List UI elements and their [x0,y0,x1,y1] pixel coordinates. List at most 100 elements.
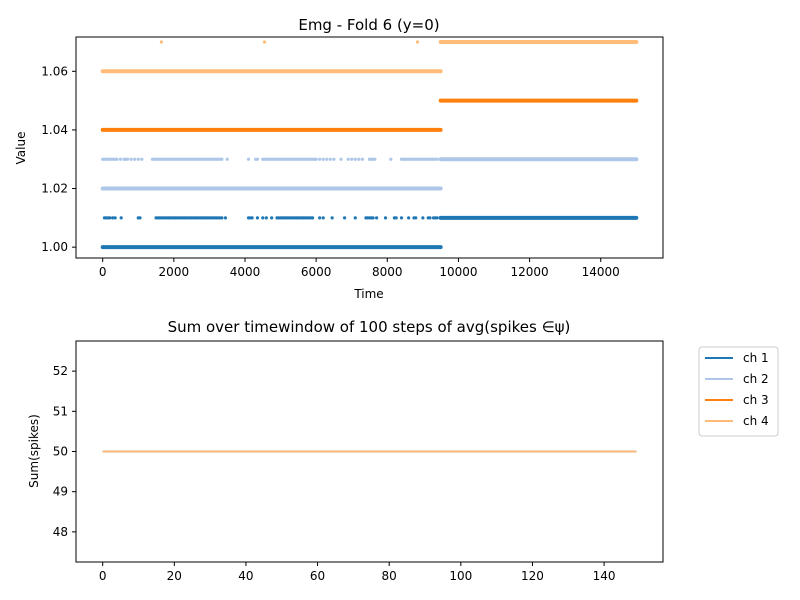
data-point [407,216,411,220]
data-point [371,216,375,220]
data-point [255,216,260,220]
data-point [350,157,354,161]
x-tick-label: 120 [521,569,544,583]
x-tick-label: 80 [382,569,397,583]
data-point [421,216,425,220]
data-point [353,157,357,161]
data-point [375,216,379,220]
data-point [119,216,123,220]
x-tick-label: 4000 [230,265,261,279]
data-point [325,157,329,161]
data-point [435,157,439,161]
data-point [108,216,112,220]
y-tick-label: 50 [53,445,68,459]
top-series-3 [100,98,639,132]
data-point [136,157,140,161]
data-point [328,157,332,161]
data-point [394,216,398,220]
data-point [346,157,350,161]
x-tick-label: 12000 [510,265,548,279]
x-tick-label: 100 [449,569,472,583]
data-point [339,157,343,161]
bottom-y-axis: 48 49 50 51 52 [53,364,76,539]
top-chart: Emg - Fold 6 (y=0) 0 2000 4000 6000 8000 1000… [14,16,664,301]
legend-label: ch 1 [743,351,769,365]
data-point [435,216,439,220]
data-point [138,216,142,220]
data-point [129,157,133,161]
data-point [415,40,420,44]
x-tick-label: 140 [593,569,616,583]
top-series-4 [100,39,639,74]
x-tick-label: 20 [167,569,182,583]
data-point [321,157,325,161]
data-point [125,157,130,161]
data-point [414,216,418,220]
data-point [360,157,364,161]
y-tick-label: 52 [53,364,68,378]
top-y-axis-label: Value [14,132,28,165]
data-point [270,216,274,220]
legend-label: ch 3 [743,393,769,407]
top-y-axis: 1.00 1.02 1.04 1.06 [41,64,76,254]
top-x-axis-label: Time [353,287,383,301]
data-point [399,216,404,220]
data-point [330,216,334,220]
bottom-chart-title: Sum over timewindow of 100 steps of avg(… [168,318,571,336]
data-point [262,40,267,44]
data-point [314,157,318,161]
x-tick-label: 8000 [372,265,403,279]
legend-label: ch 4 [743,414,769,428]
x-tick-label: 10000 [439,265,477,279]
data-point [353,216,357,220]
data-point [428,216,432,220]
data-point [115,157,119,161]
y-tick-label: 1.00 [41,240,68,254]
x-tick-label: 40 [238,569,253,583]
x-tick-label: 14000 [582,265,620,279]
data-point [159,40,163,44]
data-point [113,216,117,220]
data-point [389,157,393,161]
data-point [111,216,115,220]
top-chart-title: Emg - Fold 6 (y=0) [298,16,439,34]
data-point [261,216,265,220]
data-point [264,216,268,220]
data-point [342,216,347,220]
top-axes-frame [75,36,664,259]
y-tick-label: 1.02 [41,182,68,196]
data-point [140,157,144,161]
x-tick-label: 6000 [301,265,332,279]
data-point [118,157,123,161]
x-tick-label: 2000 [159,265,190,279]
x-tick-label: 0 [99,569,107,583]
data-point [223,216,228,220]
data-point [225,157,229,161]
top-series-1 [100,215,639,250]
data-point [220,157,224,161]
top-series-2 [100,157,639,191]
y-tick-label: 49 [53,485,68,499]
y-tick-label: 1.04 [41,123,68,137]
data-point [318,216,322,220]
bottom-y-axis-label: Sum(spikes) [27,414,41,488]
data-point [250,216,254,220]
data-point [373,157,377,161]
x-tick-label: 0 [99,265,107,279]
y-tick-label: 1.06 [41,64,68,78]
y-tick-label: 48 [53,525,68,539]
data-point [246,157,251,161]
top-x-axis: 0 2000 4000 6000 8000 10000 12000 14000 [99,258,620,279]
data-point [310,216,315,220]
legend-frame [698,346,779,437]
top-plot-area [100,39,639,250]
legend: ch 1 ch 2 ch 3 ch 4 [698,346,779,437]
data-point [318,157,322,161]
x-tick-label: 60 [310,569,325,583]
data-point [321,216,325,220]
y-tick-label: 51 [53,404,68,418]
bottom-chart: Sum over timewindow of 100 steps of avg(… [27,318,664,583]
data-point [332,157,336,161]
data-point [255,157,260,161]
